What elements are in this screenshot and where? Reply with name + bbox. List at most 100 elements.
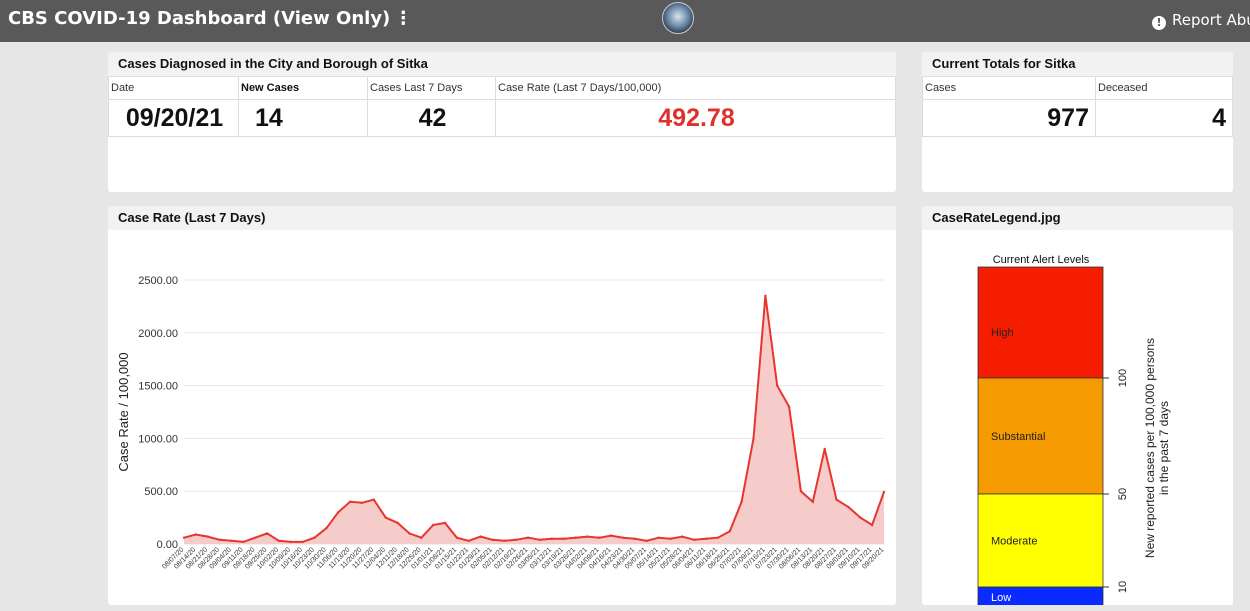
case-rate-value: 492.78 [495, 99, 896, 137]
data-point [194, 533, 198, 536]
current-totals-table: Cases Deceased 977 4 [922, 76, 1233, 137]
col-deceased-header: Deceased [1095, 76, 1233, 100]
data-point [242, 540, 245, 544]
case-rate-chart-card: Case Rate (Last 7 Days) 0.00 500.00 1000.0… [108, 206, 896, 605]
data-point [645, 539, 648, 543]
data-point [799, 490, 803, 493]
legend-label-moderate: Moderate [991, 536, 1037, 548]
data-point [491, 538, 494, 541]
deceased-value: 4 [1095, 99, 1233, 137]
col-cases-7days-header: Cases Last 7 Days [367, 76, 496, 100]
data-point [870, 523, 874, 527]
top-bar: CBS COVID-19 Dashboard (View Only) ⋮ ! Rep… [0, 0, 1250, 42]
data-point [669, 537, 672, 540]
data-point [313, 536, 316, 539]
total-cases-value: 977 [922, 99, 1096, 137]
data-point [182, 536, 186, 539]
legend-heading: Current Alert Levels [993, 254, 1090, 266]
report-abuse-label: Report Abu [1172, 11, 1250, 29]
data-point [835, 498, 838, 501]
data-point [467, 539, 470, 543]
data-point [728, 530, 731, 533]
data-point [586, 535, 589, 538]
data-point [360, 501, 364, 505]
case-rate-line [183, 295, 885, 543]
data-point [704, 537, 708, 540]
data-point [396, 521, 399, 525]
data-point [562, 537, 565, 540]
report-abuse-link[interactable]: ! Report Abu [1152, 11, 1250, 30]
legend-band-low [977, 586, 1104, 605]
y-tick-label: 2000.00 [138, 328, 178, 340]
data-point [882, 490, 886, 494]
data-point [550, 537, 553, 540]
data-point [277, 539, 281, 543]
data-point [443, 521, 447, 525]
y-tick-label: 1000.00 [138, 433, 178, 445]
legend-tick-label: 10 [1117, 581, 1129, 593]
data-point [538, 538, 542, 541]
data-point [633, 537, 637, 540]
legend-label-low: Low [991, 592, 1011, 604]
col-new-cases-header: New Cases [238, 76, 368, 100]
data-point [609, 534, 613, 537]
data-point [408, 532, 411, 535]
col-date-header: Date [108, 76, 239, 100]
case-rate-chart: 0.00 500.00 1000.00 1500.00 2000.00 2500.00 Ca… [116, 275, 886, 571]
cases-diagnosed-table: Date New Cases Cases Last 7 Days Case Ra… [108, 76, 896, 137]
cases-7days-value: 42 [367, 99, 496, 137]
city-logo [662, 2, 694, 34]
legend-tick-label: 50 [1117, 488, 1129, 500]
data-point [372, 498, 376, 501]
data-point [301, 540, 304, 544]
data-point [764, 294, 767, 298]
data-point [823, 447, 826, 451]
legend-band-high [977, 266, 1104, 379]
more-options-icon[interactable]: ⋮ [394, 8, 413, 29]
data-point [206, 535, 209, 538]
data-point [740, 500, 743, 503]
data-point [859, 516, 862, 519]
data-point [337, 511, 340, 514]
data-point [455, 536, 459, 539]
y-tick-label: 500.00 [144, 486, 178, 498]
col-case-rate-header: Case Rate (Last 7 Days/100,000) [495, 76, 896, 100]
y-axis-title: Case Rate / 100,000 [116, 352, 131, 471]
data-point [526, 536, 530, 539]
current-totals-card: Current Totals for Sitka Cases Deceased … [922, 52, 1233, 192]
data-point [218, 538, 221, 541]
data-point [289, 540, 292, 544]
data-point [752, 437, 755, 440]
data-point [776, 384, 779, 387]
cases-diagnosed-title: Cases Diagnosed in the City and Borough … [108, 52, 896, 76]
legend-axis-label-line1: New reported cases per 100,000 persons [1143, 338, 1157, 558]
data-point [230, 539, 233, 543]
data-point [657, 536, 660, 539]
data-point [598, 536, 601, 539]
case-rate-area [184, 295, 884, 544]
legend-label-high: High [991, 327, 1014, 339]
data-point [681, 535, 684, 538]
alert-levels-legend: Current Alert Levels High Substantial Moder… [977, 254, 1171, 605]
data-point [348, 500, 352, 503]
legend-label-substantial: Substantial [991, 431, 1045, 443]
data-point [574, 536, 577, 539]
date-value: 09/20/21 [108, 99, 239, 137]
new-cases-value: 14 [238, 99, 368, 137]
data-point [384, 516, 387, 519]
data-point [325, 526, 328, 530]
data-point [503, 539, 506, 543]
case-rate-legend-card: CaseRateLegend.jpg Current Alert Levels H… [922, 206, 1233, 605]
legend-tick-label: 100 [1117, 369, 1129, 387]
case-rate-chart-title: Case Rate (Last 7 Days) [108, 206, 896, 230]
data-point [479, 535, 482, 538]
legend-axis-label-line2: in the past 7 days [1157, 401, 1171, 495]
dashboard-title: CBS COVID-19 Dashboard (View Only) ⋮ [8, 8, 412, 29]
data-point [253, 536, 257, 539]
data-point [515, 538, 518, 541]
current-totals-title: Current Totals for Sitka [922, 52, 1233, 76]
data-point [787, 405, 791, 408]
cases-diagnosed-card: Cases Diagnosed in the City and Borough … [108, 52, 896, 192]
dashboard-title-text: CBS COVID-19 Dashboard (View Only) [8, 8, 391, 29]
data-point [847, 505, 850, 509]
